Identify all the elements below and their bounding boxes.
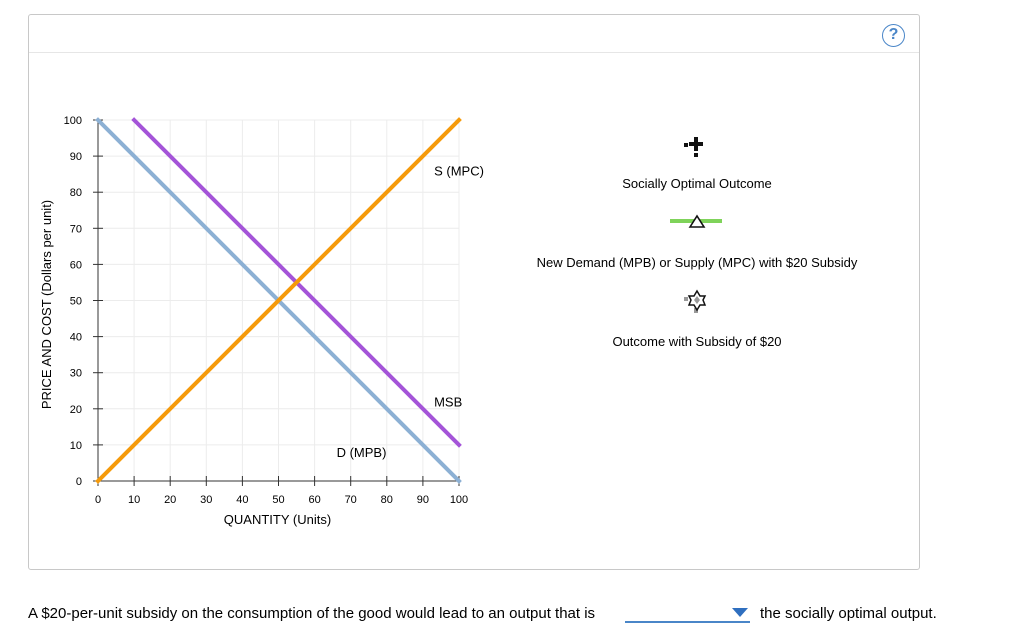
question-text: A $20-per-unit subsidy on the consumptio… xyxy=(28,605,596,622)
green-line-triangle-icon[interactable] xyxy=(670,214,722,228)
y-tick-label: 20 xyxy=(70,404,82,416)
chart-axes: 0 10 20 30 40 50 60 70 80 90 100 0 10 20 30 40 50 60 70 80 9… xyxy=(39,115,468,527)
x-tick-label: 20 xyxy=(164,494,176,506)
graph-panel: ? xyxy=(28,14,920,570)
legend-label-socially-optimal: Socially Optimal Outcome xyxy=(622,176,772,191)
y-tick-label: 50 xyxy=(70,296,82,308)
x-tick-label: 0 xyxy=(95,494,101,506)
x-tick-label: 30 xyxy=(200,494,212,506)
y-tick-label: 0 xyxy=(76,476,82,488)
x-tick-label: 40 xyxy=(236,494,248,506)
x-tick-label: 100 xyxy=(450,494,468,506)
y-tick-label: 90 xyxy=(70,151,82,163)
help-button[interactable]: ? xyxy=(882,24,905,47)
x-tick-label: 60 xyxy=(308,494,320,506)
legend-label-subsidy-outcome: Outcome with Subsidy of $20 xyxy=(612,334,782,349)
star-cross-icon[interactable] xyxy=(684,289,707,313)
chevron-down-icon[interactable] xyxy=(732,608,748,617)
y-tick-label: 60 xyxy=(70,259,82,271)
x-tick-label: 50 xyxy=(272,494,284,506)
y-tick-label: 100 xyxy=(64,115,82,127)
y-tick-label: 10 xyxy=(70,440,82,452)
series-label: S (MPC) xyxy=(434,164,484,179)
y-tick-label: 70 xyxy=(70,223,82,235)
y-tick-label: 80 xyxy=(70,187,82,199)
question-suffix: the socially optimal output. xyxy=(760,605,937,622)
x-axis-title: QUANTITY (Units) xyxy=(224,512,331,527)
x-tick-label: 80 xyxy=(381,494,393,506)
x-tick-label: 90 xyxy=(417,494,429,506)
panel-divider xyxy=(29,52,919,53)
plus-cross-icon[interactable] xyxy=(684,137,703,157)
series-label: D (MPB) xyxy=(337,445,387,460)
legend-label-new-demand: New Demand (MPB) or Supply (MPC) with $2… xyxy=(536,255,858,270)
y-axis-title: PRICE AND COST (Dollars per unit) xyxy=(39,200,54,409)
y-tick-label: 40 xyxy=(70,332,82,344)
chart-series: D (MPB) MSB S (MPC) xyxy=(95,117,484,484)
answer-dropdown[interactable] xyxy=(625,603,750,623)
x-tick-label: 10 xyxy=(128,494,140,506)
y-tick-label: 30 xyxy=(70,368,82,380)
legend-icons xyxy=(670,137,722,313)
series-line xyxy=(95,117,462,484)
series-label: MSB xyxy=(434,395,462,410)
x-tick-label: 70 xyxy=(345,494,357,506)
